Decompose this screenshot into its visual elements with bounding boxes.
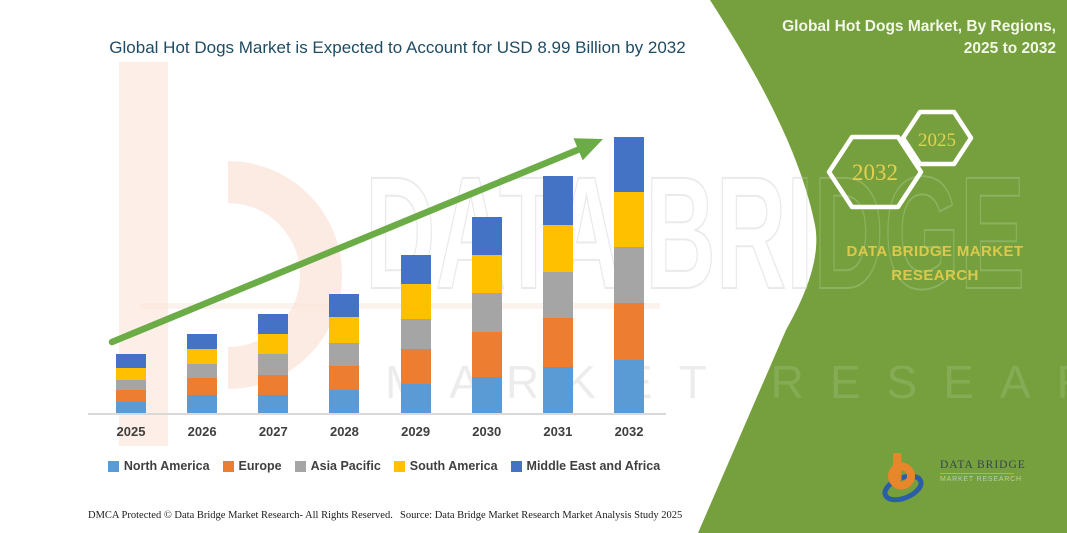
legend-item-europe: Europe bbox=[222, 459, 282, 473]
bar-segment-middle-east-and-africa bbox=[187, 334, 218, 349]
logo-underline bbox=[940, 473, 1014, 474]
bar-segment-middle-east-and-africa bbox=[258, 314, 289, 334]
bar-segment-europe bbox=[329, 366, 360, 390]
bar-segment-north-america bbox=[400, 384, 431, 414]
legend-label: Asia Pacific bbox=[310, 459, 381, 473]
panel-heading: Global Hot Dogs Market, By Regions, 2025… bbox=[782, 18, 1056, 58]
x-axis-label-2031: 2031 bbox=[543, 424, 573, 439]
source-note: Source: Data Bridge Market Research Mark… bbox=[400, 510, 683, 521]
x-axis-label-2030: 2030 bbox=[472, 424, 502, 439]
hexagon-2025 bbox=[900, 109, 974, 167]
bar-segment-south-america bbox=[542, 225, 573, 272]
hexagon-2032-label: 2032 bbox=[852, 160, 898, 185]
stacked-bar-chart: 2025 2026 2027 2028 2029 2030 2031 2032 bbox=[116, 137, 645, 439]
x-axis-label-2026: 2026 bbox=[187, 424, 217, 439]
x-axis-line bbox=[88, 413, 666, 415]
x-axis-label-2027: 2027 bbox=[258, 424, 288, 439]
legend-swatch bbox=[393, 460, 405, 472]
bar-segment-north-america bbox=[329, 390, 360, 414]
legend-label: Europe bbox=[238, 459, 282, 473]
footer: DMCA Protected © Data Bridge Market Rese… bbox=[0, 507, 760, 527]
bar-segment-middle-east-and-africa bbox=[116, 354, 146, 368]
logo-name: DATA BRIDGE bbox=[940, 459, 1026, 471]
brand-caption: DATA BRIDGE MARKET RESEARCH bbox=[846, 243, 1024, 284]
bar-segment-europe bbox=[614, 303, 645, 360]
bar-segment-south-america bbox=[471, 255, 502, 293]
legend-swatch bbox=[294, 460, 306, 472]
bar-segment-asia-pacific bbox=[187, 364, 218, 378]
legend-label: South America bbox=[409, 459, 498, 473]
hexagon-2032 bbox=[826, 134, 924, 210]
logo-subtitle: MARKET RESEARCH bbox=[940, 476, 1022, 483]
bar-segment-europe bbox=[187, 378, 218, 395]
bar-segment-middle-east-and-africa bbox=[400, 255, 431, 284]
bar-segment-south-america bbox=[329, 317, 360, 343]
hexagon-2025-label: 2025 bbox=[918, 130, 956, 151]
legend-label: North America bbox=[123, 459, 210, 473]
bar-segment-north-america bbox=[116, 402, 146, 414]
bar-segment-south-america bbox=[400, 284, 431, 319]
bar-segment-europe bbox=[471, 332, 502, 377]
bar-segment-middle-east-and-africa bbox=[329, 294, 360, 317]
data-bridge-logo-icon bbox=[882, 453, 924, 503]
bar-segment-north-america bbox=[187, 395, 218, 414]
dmca-notice: DMCA Protected © Data Bridge Market Rese… bbox=[88, 510, 393, 521]
legend-label: Middle East and Africa bbox=[526, 459, 661, 473]
legend-swatch bbox=[107, 460, 119, 472]
x-axis-label-2032: 2032 bbox=[614, 424, 644, 439]
legend-swatch bbox=[222, 460, 234, 472]
bar-segment-europe bbox=[400, 349, 431, 384]
legend-swatch bbox=[510, 460, 522, 472]
x-axis-label-2025: 2025 bbox=[116, 424, 146, 439]
bar-segment-europe bbox=[116, 390, 146, 402]
bar-segment-middle-east-and-africa bbox=[471, 217, 502, 255]
x-axis-label-2028: 2028 bbox=[329, 424, 359, 439]
bar-segment-south-america bbox=[187, 349, 218, 364]
chart-title: Global Hot Dogs Market is Expected to Ac… bbox=[109, 38, 686, 57]
bar-segment-asia-pacific bbox=[542, 272, 573, 318]
bar-segment-north-america bbox=[614, 360, 645, 414]
legend-item-north-america: North America bbox=[107, 459, 210, 473]
bar-segment-south-america bbox=[614, 192, 645, 247]
bar-segment-south-america bbox=[116, 368, 146, 380]
bar-segment-asia-pacific bbox=[614, 247, 645, 303]
legend-item-middle-east-and-africa: Middle East and Africa bbox=[510, 459, 661, 473]
bar-segment-middle-east-and-africa bbox=[542, 176, 573, 225]
bar-segment-asia-pacific bbox=[329, 343, 360, 366]
x-axis-label-2029: 2029 bbox=[401, 424, 431, 439]
bar-segment-asia-pacific bbox=[471, 293, 502, 332]
bar-segment-north-america bbox=[542, 367, 573, 414]
bar-segment-north-america bbox=[258, 395, 289, 414]
legend-item-asia-pacific: Asia Pacific bbox=[294, 459, 381, 473]
bar-segment-asia-pacific bbox=[258, 354, 289, 375]
bar-segment-north-america bbox=[471, 377, 502, 414]
bar-segment-europe bbox=[258, 375, 289, 395]
data-bridge-logo-text: DATA BRIDGE MARKET RESEARCH bbox=[940, 459, 1026, 483]
legend-item-south-america: South America bbox=[393, 459, 498, 473]
bar-segment-asia-pacific bbox=[116, 380, 146, 390]
bar-segment-south-america bbox=[258, 334, 289, 354]
bar-segment-asia-pacific bbox=[400, 319, 431, 349]
bar-segment-europe bbox=[542, 318, 573, 367]
bar-segment-middle-east-and-africa bbox=[614, 137, 645, 192]
chart-legend: North America Europe Asia Pacific South Ame… bbox=[88, 459, 680, 473]
